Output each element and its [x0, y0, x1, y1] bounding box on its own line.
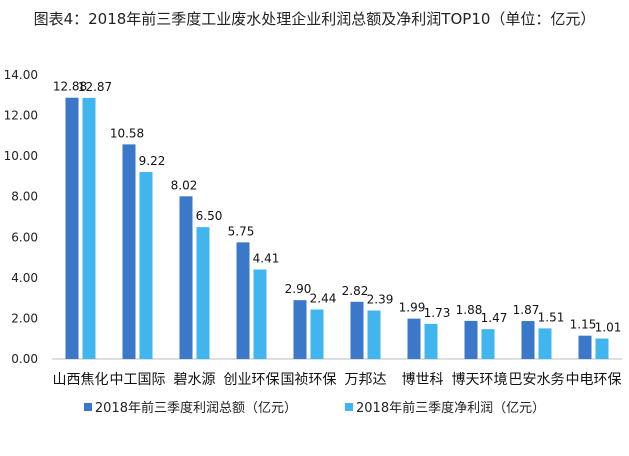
x-tick-label: 巴安水务	[509, 372, 565, 388]
x-tick-label: 山西焦化	[53, 372, 109, 388]
bar-net	[481, 329, 495, 359]
bar-total	[350, 301, 364, 359]
bar-total	[65, 97, 79, 359]
data-label: 1.01	[595, 321, 622, 335]
bar-total	[179, 196, 193, 359]
data-label: 1.15	[570, 318, 597, 332]
y-tick-label: 12.00	[4, 109, 38, 123]
x-tick-label: 创业环保	[224, 372, 280, 388]
legend-item-total: 2018年前三季度利润总额（亿元）	[83, 397, 297, 416]
data-label: 1.73	[424, 306, 451, 320]
chart-title: 图表4：2018年前三季度工业废水处理企业利润总额及净利润TOP10（单位：亿元…	[33, 10, 596, 28]
bar-total	[464, 320, 478, 359]
legend-label-net: 2018年前三季度净利润（亿元）	[356, 401, 546, 416]
data-label: 4.41	[253, 252, 280, 266]
data-label: 1.87	[513, 303, 540, 317]
x-tick-label: 国祯环保	[281, 372, 337, 388]
data-label: 2.90	[285, 282, 312, 296]
data-label: 2.82	[342, 284, 369, 298]
data-label: 8.02	[171, 178, 198, 192]
bar-net	[139, 171, 153, 359]
legend-swatch-total	[83, 402, 92, 411]
x-tick-label: 中电环保	[566, 372, 622, 388]
x-tick-label: 碧水源	[174, 372, 216, 388]
x-tick-label: 中工国际	[110, 372, 166, 388]
bar-net	[196, 227, 210, 359]
bar-net	[82, 97, 96, 360]
bar-net	[595, 338, 609, 359]
y-tick-label: 6.00	[11, 230, 38, 244]
y-tick-label: 10.00	[4, 149, 38, 163]
bar-net	[310, 309, 324, 359]
y-tick-label: 4.00	[11, 271, 38, 285]
data-label: 12.87	[78, 80, 112, 94]
data-label: 1.47	[481, 311, 508, 325]
y-tick-label: 2.00	[11, 311, 38, 325]
y-tick-label: 14.00	[4, 68, 38, 82]
bar-total	[293, 300, 307, 359]
y-tick-label: 8.00	[11, 190, 38, 204]
bar-net	[538, 328, 552, 359]
data-label: 1.99	[399, 301, 426, 315]
x-tick-label: 博世科	[402, 371, 444, 388]
data-label: 2.39	[367, 293, 394, 307]
data-label: 6.50	[196, 209, 223, 223]
bar-total	[122, 144, 136, 359]
data-label: 1.51	[538, 310, 565, 324]
data-label: 5.75	[228, 224, 255, 238]
bar-total	[236, 242, 250, 359]
bar-net	[253, 269, 267, 359]
data-label: 1.88	[456, 303, 483, 317]
bar-net	[367, 310, 381, 359]
legend: 2018年前三季度利润总额（亿元） 2018年前三季度净利润（亿元）	[0, 397, 629, 416]
x-tick-label: 万邦达	[345, 372, 387, 388]
bar-total	[521, 321, 535, 359]
data-label: 9.22	[139, 154, 166, 168]
bar-total	[578, 335, 592, 359]
legend-label-total: 2018年前三季度利润总额（亿元）	[94, 401, 297, 416]
y-tick-label: 0.00	[11, 352, 38, 366]
x-tick-label: 博天环境	[452, 371, 508, 388]
data-label: 10.58	[110, 126, 144, 140]
bar-total	[407, 318, 421, 359]
data-label: 2.44	[310, 292, 337, 306]
legend-swatch-net	[345, 402, 353, 411]
bar-net	[424, 323, 438, 359]
legend-item-net: 2018年前三季度净利润（亿元）	[345, 397, 545, 416]
data-label: 12.88	[53, 80, 87, 94]
